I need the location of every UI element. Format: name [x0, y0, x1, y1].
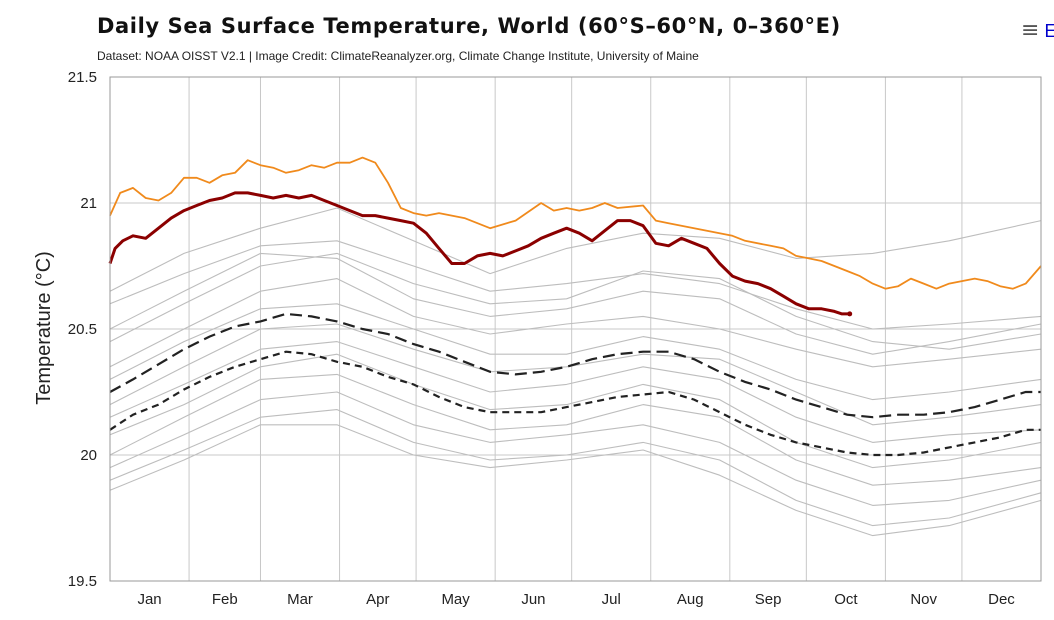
history-series-line — [109, 303, 1042, 401]
grid-lines — [109, 76, 1042, 582]
x-tick-label: Sep — [755, 591, 782, 608]
x-tick-label: Dec — [988, 591, 1015, 608]
y-tick-label: 19.5 — [68, 573, 97, 590]
highlight-series-group — [108, 156, 1042, 457]
history-series-line — [109, 207, 1042, 292]
chart-title: Daily Sea Surface Temperature, World (60… — [97, 14, 841, 38]
history-series-line — [109, 391, 1042, 506]
orange-series-line — [109, 156, 1042, 290]
x-tick-label: Feb — [212, 591, 238, 608]
x-tick-label: Nov — [910, 591, 937, 608]
history-series-line — [109, 252, 1042, 355]
y-tick-label: 21 — [80, 195, 97, 212]
hamburger-menu-icon: ≡ — [1021, 18, 1040, 43]
chart-subtitle: Dataset: NOAA OISST V2.1 | Image Credit:… — [97, 49, 699, 63]
history-series-line — [109, 424, 1042, 537]
plot-area-border — [109, 76, 1042, 582]
x-axis-ticks: Jan Feb Mar Apr May Jun Jul Aug Sep Oct Nov Dec — [137, 591, 1015, 608]
current-year-line — [108, 191, 850, 316]
x-tick-label: Jan — [137, 591, 161, 608]
y-tick-label: 21.5 — [68, 69, 97, 86]
x-tick-label: Mar — [287, 591, 313, 608]
chart-menu-button[interactable]: ≡ E — [1021, 20, 1054, 42]
history-series-line — [109, 373, 1042, 486]
x-tick-label: Jul — [602, 591, 621, 608]
menu-button-label: E — [1044, 20, 1054, 41]
history-series-line — [109, 409, 1042, 527]
history-series-line — [109, 323, 1042, 426]
plot-frame — [109, 76, 1042, 582]
mean-dashed-line — [109, 312, 1041, 419]
historical-series-group — [109, 207, 1042, 537]
history-series-line — [109, 240, 1042, 330]
history-series-line — [109, 341, 1042, 443]
current-year-end-point — [847, 311, 853, 317]
x-tick-label: May — [441, 591, 470, 608]
x-tick-label: Aug — [677, 591, 704, 608]
x-tick-label: Jun — [521, 591, 545, 608]
mean-short-dashed-line — [109, 350, 1041, 457]
history-series-line — [109, 353, 1042, 469]
x-tick-label: Oct — [834, 591, 858, 608]
y-axis-label: Temperature (°C) — [33, 251, 55, 405]
y-tick-label: 20 — [80, 447, 97, 464]
y-axis-ticks: 19.5 20 20.5 21 21.5 — [68, 69, 97, 590]
x-tick-label: Apr — [366, 591, 389, 608]
history-series-line — [109, 278, 1042, 368]
y-tick-label: 20.5 — [68, 321, 97, 338]
history-series-line — [109, 252, 1042, 350]
